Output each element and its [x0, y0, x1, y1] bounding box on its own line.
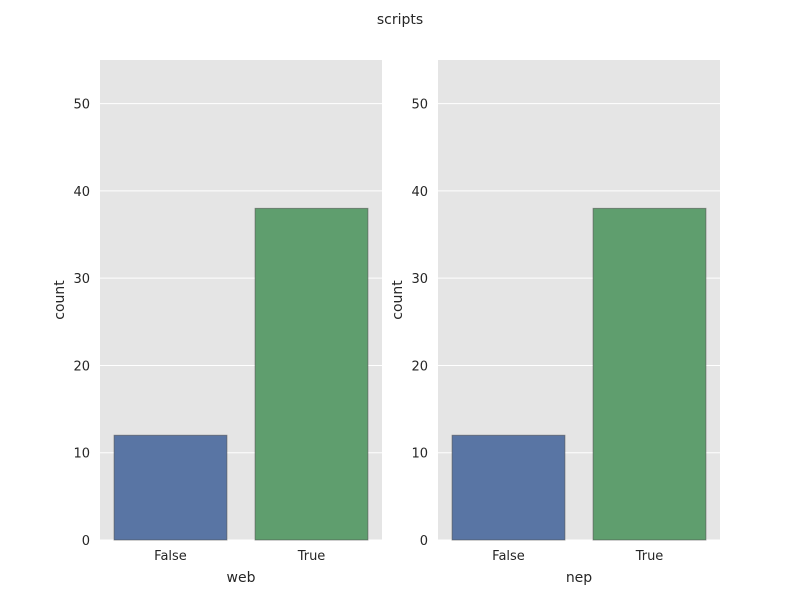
x-tick-label: True	[635, 549, 664, 564]
bar-true	[592, 207, 707, 541]
x-axis-label: web	[227, 570, 256, 586]
bar-false	[113, 434, 228, 541]
chart-panel-2: 0 10 20 30 40 50 False True nep count	[390, 60, 720, 586]
chart-panel-1: 0 10 20 30 40 50 False True web count	[52, 60, 382, 586]
y-axis-label: count	[52, 280, 68, 320]
y-tick-label: 50	[411, 98, 428, 113]
y-tick-label: 20	[411, 359, 428, 374]
y-axis-label: count	[390, 280, 406, 320]
x-tick-label: True	[297, 549, 326, 564]
y-tick-label: 40	[411, 185, 428, 200]
bar-false	[451, 434, 566, 541]
x-tick-label: False	[492, 549, 525, 564]
y-tick-label: 10	[411, 447, 428, 462]
y-tick-label: 20	[73, 359, 90, 374]
y-tick-label: 30	[73, 272, 90, 287]
figure-title: scripts	[377, 12, 423, 28]
x-tick-label: False	[154, 549, 187, 564]
y-tick-label: 50	[73, 98, 90, 113]
y-tick-label: 0	[420, 534, 428, 549]
y-tick-label: 10	[73, 447, 90, 462]
y-tick-label: 30	[411, 272, 428, 287]
bar-true	[254, 207, 369, 541]
x-axis-label: nep	[566, 570, 592, 586]
y-tick-label: 40	[73, 185, 90, 200]
y-tick-label: 0	[82, 534, 90, 549]
